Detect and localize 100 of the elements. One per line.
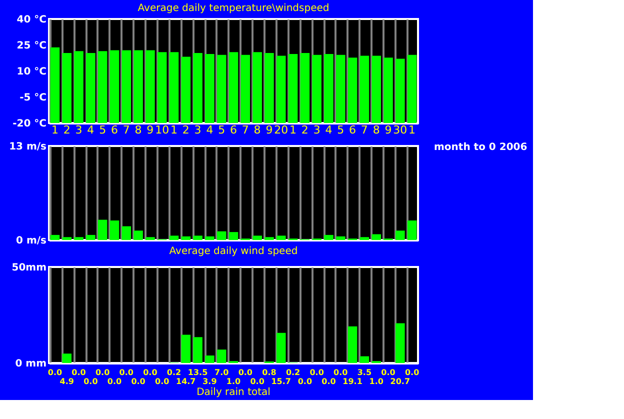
data-label: 3.9	[202, 377, 218, 386]
bar	[169, 236, 179, 240]
data-label: 0.0	[95, 368, 110, 377]
y-tick-label: 50mm	[12, 262, 46, 274]
data-label: 0.0	[143, 368, 158, 377]
bar	[193, 52, 202, 123]
bar	[50, 234, 60, 240]
bar	[288, 54, 298, 123]
bar	[98, 51, 108, 123]
bar	[252, 236, 262, 240]
data-label: 0.2	[166, 368, 182, 377]
bar	[86, 52, 96, 123]
bar	[240, 54, 250, 123]
x-tick-label: 6	[230, 124, 237, 136]
bar	[122, 50, 132, 123]
data-label: 3.5	[357, 368, 372, 377]
bar	[324, 54, 334, 123]
data-label: 15.7	[271, 377, 291, 386]
bar	[110, 220, 120, 240]
x-tick-label: 8	[254, 124, 261, 136]
bar	[216, 350, 226, 363]
data-label: 0.0	[107, 377, 122, 386]
x-tick-label: 2	[63, 124, 70, 136]
bar	[98, 220, 108, 240]
bar	[193, 337, 202, 363]
x-tick-label: 4	[206, 124, 214, 136]
bar	[181, 56, 191, 123]
y-tick-label: 10 °C	[16, 66, 46, 78]
text: Daily rain total	[196, 387, 270, 398]
data-label: 0.0	[334, 368, 348, 377]
bar	[264, 237, 274, 240]
bar	[74, 51, 84, 123]
bar	[396, 58, 405, 123]
bar	[62, 52, 72, 123]
bar	[348, 58, 358, 123]
data-label: 0.0	[298, 377, 312, 386]
bar	[193, 236, 202, 240]
data-label: 0.0	[119, 368, 134, 377]
bar	[228, 232, 238, 240]
bar	[300, 52, 310, 123]
y-tick-label: 25 °C	[16, 40, 46, 52]
bar	[264, 52, 274, 123]
bar	[122, 226, 132, 240]
data-label: 0.0	[322, 377, 336, 386]
bar	[407, 220, 417, 240]
x-tick-label: 1	[51, 124, 58, 136]
data-label: 7.0	[214, 368, 230, 377]
data-label: 0.0	[238, 368, 253, 377]
x-tick-label: 3	[194, 124, 202, 136]
text: month to 0 2006	[434, 142, 528, 153]
x-tick-label: 3	[75, 124, 82, 136]
x-tick-label: 5	[337, 124, 344, 136]
data-label: 14.7	[176, 377, 196, 386]
bar	[86, 234, 96, 240]
data-label: 0.0	[131, 377, 146, 386]
data-label: 0.8	[262, 368, 277, 377]
y-tick-label: -5 °C	[20, 92, 46, 104]
bar	[74, 237, 84, 240]
bar	[396, 323, 405, 363]
data-label: 0.0	[48, 368, 62, 377]
bar	[181, 334, 191, 363]
bar	[228, 52, 238, 123]
data-label: 0.0	[72, 368, 86, 377]
x-tick-label: 7	[122, 124, 130, 136]
y-tick-label: -20 °C	[12, 118, 46, 130]
x-tick-label: 9	[266, 124, 273, 136]
x-tick-label: 6	[110, 124, 118, 136]
data-label: 1.0	[369, 377, 384, 386]
bar	[348, 326, 358, 363]
bar	[312, 54, 322, 123]
bar	[62, 354, 72, 363]
bar	[205, 236, 214, 240]
y-tick-label: 0 mm	[15, 358, 46, 370]
text: Average daily wind speed	[169, 246, 298, 257]
bar	[146, 237, 155, 240]
data-label: 1.0	[226, 377, 242, 386]
bar	[396, 230, 405, 240]
data-label: 0.0	[84, 377, 98, 386]
x-tick-label: 10	[155, 124, 170, 136]
bar	[336, 236, 346, 240]
bar	[181, 236, 191, 240]
x-tick-label: 7	[242, 124, 249, 136]
bar	[169, 52, 179, 123]
x-tick-label: 1	[170, 124, 178, 136]
bar	[276, 56, 286, 123]
data-label: 0.0	[404, 368, 420, 377]
x-tick-label: 4	[325, 124, 332, 136]
data-label: 0.0	[310, 368, 324, 377]
bar	[407, 54, 417, 123]
x-tick-label: 9	[146, 124, 154, 136]
data-label: 0.0	[250, 377, 265, 386]
bar	[372, 56, 381, 123]
x-tick-label: 2	[182, 124, 190, 136]
bar	[62, 237, 72, 240]
data-label: 0.0	[381, 368, 396, 377]
bar	[372, 234, 381, 240]
data-label: 4.9	[60, 377, 74, 386]
bar	[146, 50, 155, 123]
x-tick-label: 1	[290, 124, 297, 136]
chart-title: Average daily temperature\windspeed	[138, 3, 330, 14]
